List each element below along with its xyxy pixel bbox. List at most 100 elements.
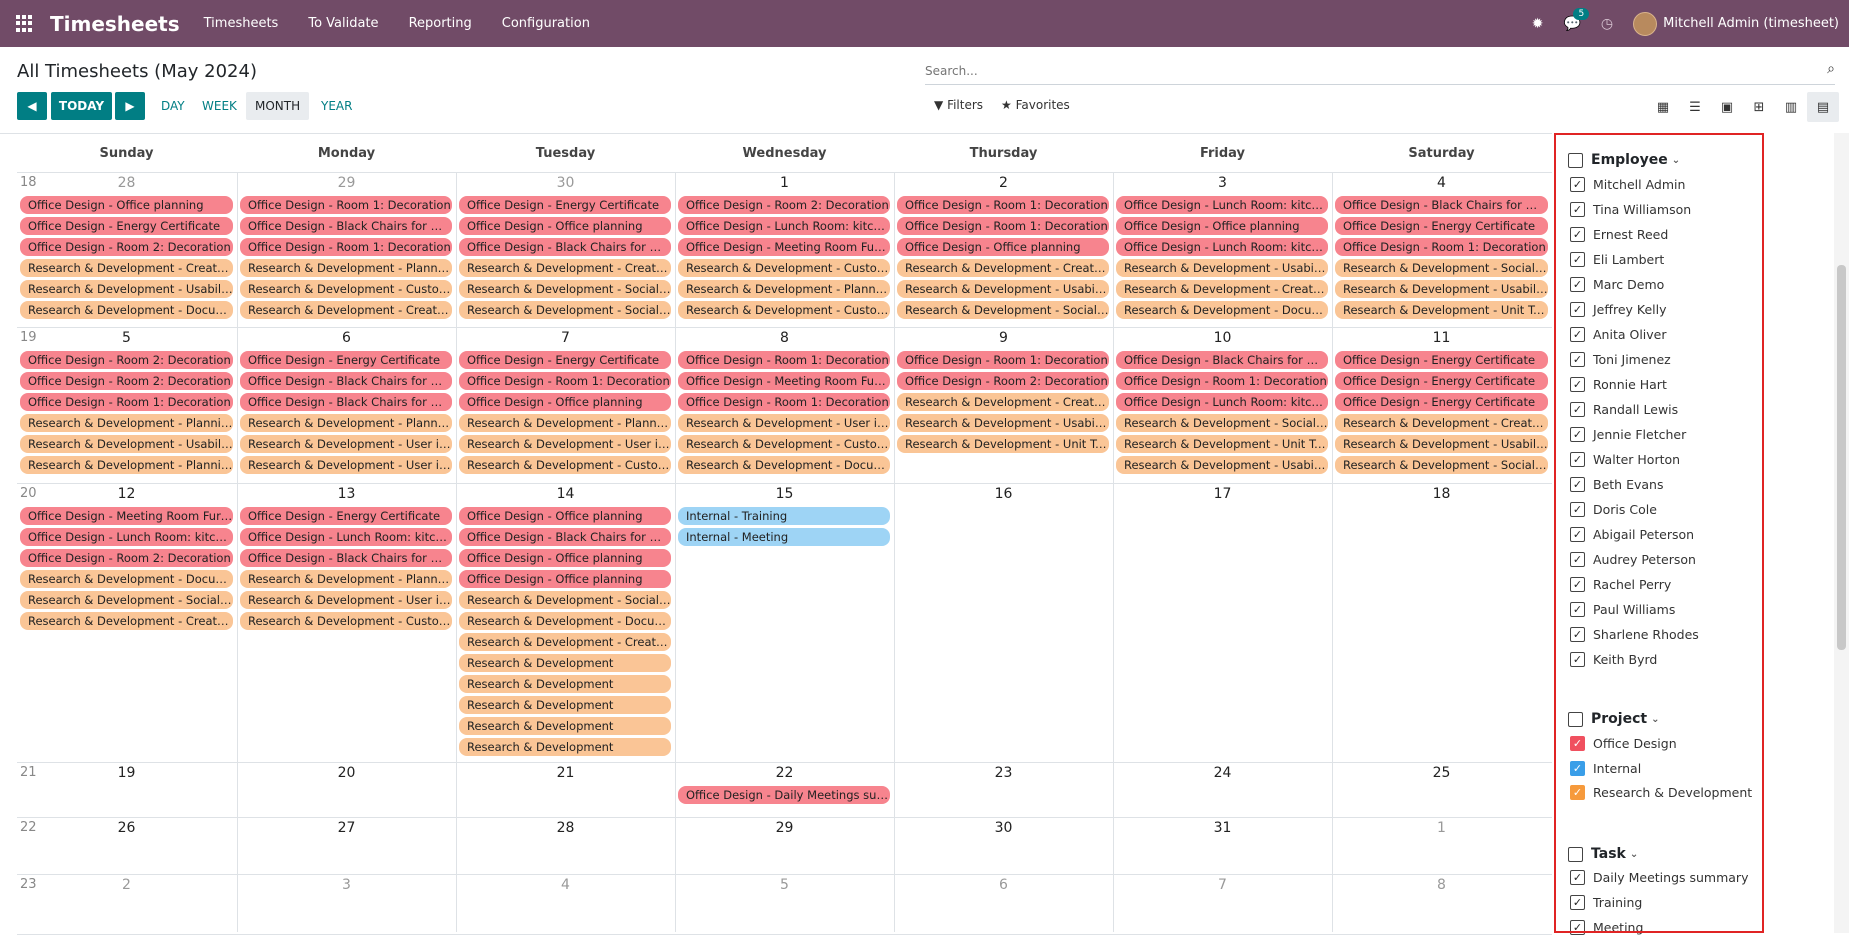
calendar-event[interactable]: Research & Development - Unit Tes... — [1116, 435, 1328, 453]
calendar-event[interactable]: Research & Development - Plannin... — [20, 414, 233, 432]
day-number[interactable]: 18 — [1432, 486, 1451, 502]
checkbox-checked[interactable]: ✓ — [1570, 327, 1585, 342]
day-number[interactable]: 3 — [342, 877, 351, 893]
day-number[interactable]: 7 — [561, 330, 570, 346]
calendar-event[interactable]: Research & Development - Create ... — [1116, 280, 1328, 298]
calendar-event[interactable]: Research & Development - Usabilit... — [1335, 280, 1548, 298]
day-number[interactable]: 30 — [994, 820, 1013, 836]
day-number[interactable]: 15 — [775, 486, 794, 502]
project-filter-item[interactable]: ✓ Research & Development — [1570, 785, 1752, 800]
day-number[interactable]: 21 — [556, 765, 575, 781]
scale-week-button[interactable]: WEEK — [202, 99, 237, 113]
calendar-event[interactable]: Research & Development - Usabilit... — [1116, 259, 1328, 277]
filters-button[interactable]: ▼ Filters — [934, 98, 983, 112]
checkbox-checked[interactable]: ✓ — [1570, 477, 1585, 492]
bug-icon[interactable]: ✹ — [1531, 15, 1544, 32]
calendar-event[interactable]: Office Design - Room 2: Decoration — [20, 238, 233, 256]
calendar-event[interactable]: Research & Development - User int... — [240, 456, 452, 474]
calendar-event[interactable]: Office Design - Energy Certificate — [1335, 351, 1548, 369]
calendar-event[interactable]: Research & Development - Custom... — [240, 280, 452, 298]
calendar-event[interactable]: Research & Development - Create ... — [459, 633, 671, 651]
calendar-event[interactable]: Office Design - Energy Certificate — [240, 351, 452, 369]
calendar-event[interactable]: Office Design - Office planning — [459, 570, 671, 588]
calendar-event[interactable]: Research & Development - Custom... — [678, 259, 890, 277]
calendar-event[interactable]: Research & Development - Custom... — [240, 612, 452, 630]
calendar-event[interactable]: Research & Development - Plannin... — [20, 456, 233, 474]
employee-filter-item[interactable]: ✓ Abigail Peterson — [1570, 527, 1694, 542]
calendar-event[interactable]: Office Design - Lunch Room: kitchen — [240, 528, 452, 546]
menu-to-validate[interactable]: To Validate — [308, 16, 379, 31]
employee-filter-title[interactable]: Employee ⌄ — [1568, 152, 1680, 168]
calendar-event[interactable]: Research & Development - Plannin... — [459, 414, 671, 432]
calendar-event[interactable]: Research & Development - Social n... — [1335, 259, 1548, 277]
calendar-event[interactable]: Office Design - Energy Certificate — [459, 351, 671, 369]
day-number[interactable]: 9 — [999, 330, 1008, 346]
day-number[interactable]: 31 — [1213, 820, 1232, 836]
day-number[interactable]: 12 — [117, 486, 136, 502]
employee-filter-item[interactable]: ✓ Sharlene Rhodes — [1570, 627, 1699, 642]
calendar-event[interactable]: Office Design - Room 2: Decoration — [20, 351, 233, 369]
calendar-event[interactable]: Office Design - Daily Meetings sum... — [678, 786, 890, 804]
calendar-event[interactable]: Research & Development - Social n... — [459, 301, 671, 319]
day-cell[interactable] — [894, 483, 1113, 762]
calendar-event[interactable]: Research & Development - Docum... — [459, 612, 671, 630]
calendar-event[interactable]: Office Design - Office planning — [459, 217, 671, 235]
calendar-event[interactable]: Office Design - Lunch Room: kitchen — [1116, 393, 1328, 411]
day-number[interactable]: 16 — [994, 486, 1013, 502]
calendar-event[interactable]: Research & Development - Custom... — [678, 301, 890, 319]
day-number[interactable]: 3 — [1218, 175, 1227, 191]
chevron-down-icon[interactable]: ⌄ — [1671, 154, 1681, 166]
day-number[interactable]: 4 — [561, 877, 570, 893]
checkbox-checked[interactable]: ✓ — [1570, 760, 1585, 776]
checkbox-checked[interactable]: ✓ — [1570, 552, 1585, 567]
chevron-down-icon[interactable]: ⌄ — [1629, 848, 1639, 860]
calendar-event[interactable]: Research & Development - Social n... — [1335, 456, 1548, 474]
calendar-event[interactable]: Research & Development - Docum... — [1116, 301, 1328, 319]
calendar-event[interactable]: Office Design - Room 1: Decoration — [897, 217, 1109, 235]
checkbox-checked[interactable]: ✓ — [1570, 177, 1585, 192]
calendar-event[interactable]: Office Design - Room 1: Decoration — [20, 393, 233, 411]
user-menu[interactable]: Mitchell Admin (timesheet) — [1663, 16, 1839, 31]
scale-day-button[interactable]: DAY — [161, 99, 185, 113]
day-number[interactable]: 22 — [775, 765, 794, 781]
checkbox-checked[interactable]: ✓ — [1570, 602, 1585, 617]
calendar-event[interactable]: Office Design - Room 1: Decoration — [678, 351, 890, 369]
calendar-event[interactable]: Research & Development - Usabilit... — [1116, 456, 1328, 474]
day-number[interactable]: 5 — [780, 877, 789, 893]
day-cell[interactable] — [1332, 483, 1552, 762]
checkbox-checked[interactable]: ✓ — [1570, 736, 1585, 751]
calendar-event[interactable]: Research & Development — [459, 696, 671, 714]
calendar-event[interactable]: Research & Development - Custom... — [459, 456, 671, 474]
day-number[interactable]: 25 — [1432, 765, 1451, 781]
day-number[interactable]: 2 — [999, 175, 1008, 191]
calendar-event[interactable]: Office Design - Room 1: Decoration — [678, 393, 890, 411]
checkbox-checked[interactable]: ✓ — [1570, 377, 1585, 392]
checkbox-checked[interactable]: ✓ — [1570, 502, 1585, 517]
calendar-event[interactable]: Research & Development - Plannin... — [240, 414, 452, 432]
calendar-event[interactable]: Office Design - Lunch Room: kitchen — [1116, 238, 1328, 256]
calendar-event[interactable]: Research & Development - Usabilit... — [897, 414, 1109, 432]
checkbox-checked[interactable]: ✓ — [1570, 427, 1585, 442]
calendar-event[interactable]: Research & Development — [459, 654, 671, 672]
day-number[interactable]: 6 — [342, 330, 351, 346]
apps-menu-icon[interactable] — [16, 14, 34, 33]
project-filter-item[interactable]: ✓ Office Design — [1570, 736, 1677, 751]
calendar-event[interactable]: Research & Development - Usabilit... — [20, 435, 233, 453]
calendar-event[interactable]: Research & Development - User int... — [459, 435, 671, 453]
calendar-event[interactable]: Office Design - Black Chairs for ma... — [240, 393, 452, 411]
calendar-event[interactable]: Research & Development - Create ... — [897, 393, 1109, 411]
calendar-event[interactable]: Office Design - Black Chairs for ma... — [240, 549, 452, 567]
calendar-event[interactable]: Research & Development - Create ... — [20, 612, 233, 630]
day-number[interactable]: 8 — [780, 330, 789, 346]
calendar-event[interactable]: Office Design - Meeting Room Furn... — [20, 507, 233, 525]
calendar-event[interactable]: Research & Development - Plannin... — [678, 280, 890, 298]
checkbox-checked[interactable]: ✓ — [1570, 652, 1585, 667]
employee-filter-item[interactable]: ✓ Marc Demo — [1570, 277, 1664, 292]
checkbox-checked[interactable]: ✓ — [1570, 252, 1585, 267]
calendar-event[interactable]: Internal - Meeting — [678, 528, 890, 546]
task-filter-item[interactable]: ✓ Daily Meetings summary — [1570, 870, 1748, 885]
calendar-event[interactable]: Research & Development - Plannin... — [240, 570, 452, 588]
next-button[interactable]: ▶ — [115, 92, 145, 120]
calendar-event[interactable]: Office Design - Black Chairs for ma... — [240, 372, 452, 390]
calendar-event[interactable]: Office Design - Black Chairs for ma... — [459, 528, 671, 546]
